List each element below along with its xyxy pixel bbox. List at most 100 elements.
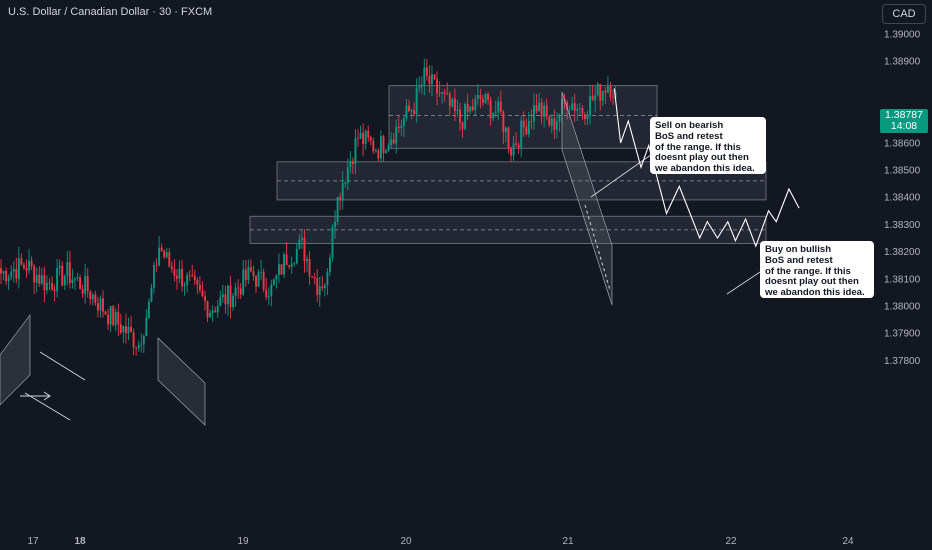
candle-body: [494, 112, 497, 114]
candle-body: [278, 264, 280, 275]
candle-body: [469, 106, 472, 112]
candle-body: [520, 120, 523, 148]
candle-body: [489, 99, 492, 119]
currency-button[interactable]: CAD: [882, 4, 926, 24]
candle-body: [61, 265, 64, 286]
candle-body: [56, 268, 59, 292]
candle-body: [5, 271, 8, 282]
candle-body: [51, 283, 53, 290]
channel-drawing: [0, 314, 31, 406]
arrow-head: [43, 391, 51, 401]
candle-body: [504, 127, 507, 133]
candle-body: [538, 102, 540, 112]
candle-body: [7, 277, 10, 282]
time-tick-label: 20: [400, 536, 412, 547]
last-price-value: 1.38787: [885, 109, 923, 121]
bar-countdown: 14:08: [890, 120, 918, 132]
candle-body: [181, 268, 183, 287]
candle-body: [527, 121, 530, 135]
candle-body: [288, 265, 291, 267]
candle-body: [382, 136, 385, 154]
candle-body: [102, 298, 104, 312]
candle-body: [2, 271, 5, 274]
candle-body: [543, 105, 546, 117]
projected-price-path: [613, 88, 800, 248]
channel-drawing: [157, 337, 206, 426]
candle-body: [438, 93, 441, 94]
candle-body: [323, 285, 326, 289]
time-tick-label: 22: [725, 536, 737, 547]
candle-body: [464, 104, 467, 129]
candle-body: [0, 268, 2, 274]
candle-body: [497, 101, 500, 113]
candle-body: [573, 103, 576, 111]
candle-body: [336, 196, 339, 222]
candle-body: [530, 121, 533, 122]
candle-body: [35, 274, 38, 283]
candle-body: [155, 264, 158, 266]
candle-body: [568, 109, 571, 111]
price-tick-label: 1.38200: [884, 247, 921, 258]
candle-body: [74, 278, 76, 280]
candle-body: [132, 332, 135, 348]
candle-body: [68, 262, 71, 284]
candle-body: [58, 265, 61, 269]
candle-body: [119, 324, 122, 333]
candle-body: [515, 143, 518, 145]
candle-body: [43, 275, 46, 291]
candle-body: [127, 326, 130, 334]
candle-body: [441, 92, 444, 94]
candle-body: [354, 138, 357, 164]
candle-body: [125, 325, 127, 334]
candle-body: [329, 257, 331, 272]
candle-body: [275, 274, 278, 280]
candle-body: [176, 275, 178, 279]
drawings: [0, 91, 761, 426]
candle-body: [390, 139, 393, 146]
trend-line: [39, 351, 86, 381]
candle-body: [374, 150, 377, 152]
candle-body: [12, 269, 15, 272]
candle-body: [33, 266, 36, 283]
candle-body: [163, 251, 166, 258]
candles: [0, 58, 617, 356]
candle-body: [20, 258, 23, 265]
time-tick-label: 21: [562, 536, 574, 547]
candle-body: [387, 145, 390, 151]
candle-body: [204, 296, 206, 302]
candle-body: [461, 122, 464, 129]
candle-body: [380, 136, 382, 159]
candle-body: [285, 254, 288, 266]
candle-body: [290, 263, 293, 267]
candle-body: [482, 99, 484, 103]
range-zones: [249, 85, 767, 244]
candle-body: [395, 126, 398, 144]
candle-body: [38, 274, 41, 284]
candle-body: [553, 118, 556, 130]
candle-body: [53, 289, 56, 292]
candle-body: [145, 317, 148, 337]
trend-line: [24, 392, 71, 421]
candle-body: [492, 112, 495, 119]
buy-idea-note[interactable]: Buy on bullish BoS and retest of the ran…: [760, 241, 874, 298]
candle-body: [267, 296, 270, 298]
price-tick-label: 1.37800: [884, 356, 921, 367]
sell-idea-note[interactable]: Sell on bearish BoS and retest of the ra…: [650, 117, 766, 174]
candle-body: [533, 105, 535, 122]
time-tick-label: 17: [27, 536, 39, 547]
candle-body: [525, 127, 528, 135]
candle-body: [298, 239, 301, 249]
candle-body: [433, 74, 436, 79]
candle-body: [612, 97, 614, 99]
candle-body: [96, 303, 99, 311]
candle-body: [459, 109, 461, 123]
candle-body: [545, 105, 548, 117]
chart-title: U.S. Dollar / Canadian Dollar · 30 · FXC…: [8, 6, 213, 18]
candle-body: [601, 90, 604, 101]
candle-body: [122, 325, 125, 333]
candle-body: [604, 90, 607, 93]
candle-body: [517, 144, 520, 148]
candle-body: [303, 237, 306, 262]
candle-body: [578, 108, 581, 109]
